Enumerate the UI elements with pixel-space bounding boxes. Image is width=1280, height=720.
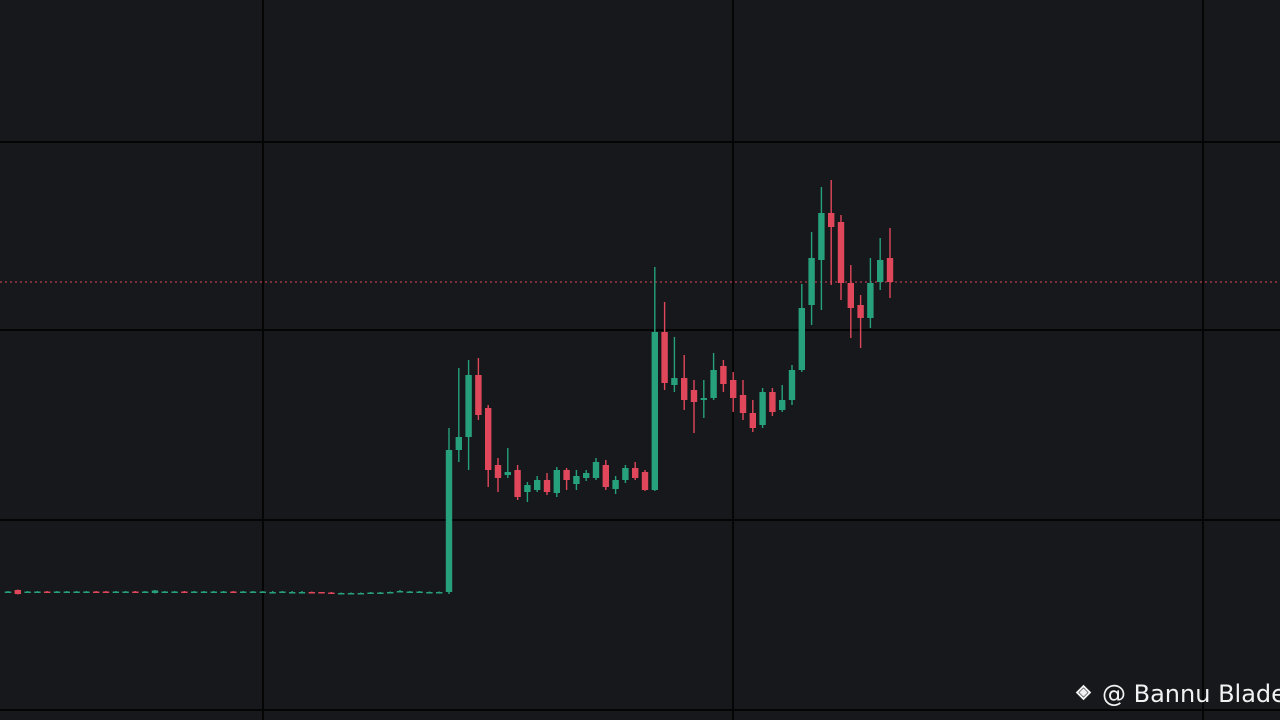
candle-body: [426, 592, 433, 594]
candle-body: [44, 591, 51, 593]
candle-body: [661, 332, 668, 383]
candle-body: [387, 592, 394, 594]
candle-body: [83, 591, 90, 593]
candle-body: [837, 222, 845, 283]
candle-body: [210, 591, 217, 593]
candle-body: [396, 591, 404, 593]
candle-body: [181, 591, 188, 593]
candle-body: [749, 413, 756, 428]
candle-body: [671, 378, 678, 385]
candle-body: [455, 437, 462, 450]
candle-body: [681, 378, 688, 400]
candle-body: [700, 398, 707, 400]
candle-body: [543, 480, 551, 492]
candle-body: [338, 593, 345, 595]
candle-body: [779, 400, 786, 410]
candle-body: [641, 472, 649, 490]
candle-body: [269, 592, 276, 594]
candle-body: [798, 308, 805, 370]
candle-body: [63, 591, 70, 593]
candle-body: [632, 468, 639, 478]
candle-body: [122, 591, 129, 593]
candle-body: [828, 213, 835, 227]
candle-body: [465, 375, 472, 437]
watermark: @ Bannu Blade: [1102, 680, 1280, 708]
candle-body: [249, 591, 257, 593]
candle-body: [720, 366, 727, 384]
watermark-logo: [1075, 684, 1092, 701]
candle-body: [191, 591, 198, 593]
candle-body: [524, 485, 531, 492]
candle-body: [445, 450, 453, 592]
candle-body: [142, 591, 149, 593]
candle-body: [102, 591, 110, 593]
candle-body: [347, 593, 355, 595]
candle-body: [651, 332, 658, 490]
candle-body: [818, 213, 825, 260]
candle-body: [622, 468, 629, 480]
candle-body: [377, 592, 384, 594]
candle-body: [436, 592, 443, 594]
candle-body: [877, 260, 884, 282]
candle-body: [308, 592, 315, 594]
candle-body: [220, 591, 227, 593]
candle-body: [808, 258, 815, 305]
candle-body: [200, 591, 208, 593]
candle-body: [171, 591, 178, 593]
candle-body: [867, 283, 874, 318]
candle-body: [769, 392, 776, 412]
candle-body: [151, 590, 159, 593]
candle-body: [112, 591, 119, 593]
candle-body: [14, 590, 21, 594]
candle-body: [289, 592, 296, 594]
candle-body: [230, 591, 237, 593]
candle-body: [563, 470, 570, 480]
candle-body: [759, 392, 766, 425]
candle-body: [592, 462, 600, 478]
candle-body: [573, 476, 580, 484]
candle-body: [416, 591, 423, 593]
candle-body: [53, 591, 61, 593]
candle-body: [583, 473, 590, 478]
candle-body: [730, 380, 737, 398]
candle-body: [504, 472, 511, 475]
candle-body: [34, 591, 41, 593]
candle-body: [847, 283, 854, 308]
candle-body: [475, 375, 482, 415]
candle-body: [73, 591, 80, 593]
candle-body: [514, 470, 521, 497]
candle-body: [357, 593, 364, 595]
candle-body: [788, 370, 796, 400]
candle-body: [406, 591, 413, 593]
candle-body: [553, 470, 560, 493]
candle-body: [485, 408, 492, 470]
candle-body: [534, 480, 541, 490]
candle-body: [4, 591, 12, 593]
candle-body: [494, 465, 502, 478]
candle-body: [602, 465, 609, 487]
candle-body: [259, 591, 266, 593]
candle-body: [318, 592, 325, 594]
candle-body: [612, 480, 619, 489]
candle-body: [857, 305, 864, 318]
candles: [0, 180, 1280, 595]
candle-body: [93, 591, 100, 593]
candle-body: [690, 390, 698, 402]
candle-body: [24, 591, 31, 593]
candle-body: [739, 395, 747, 413]
candle-body: [886, 258, 894, 282]
candle-body: [328, 592, 335, 594]
candle-body: [161, 591, 168, 593]
candle-body: [710, 370, 717, 398]
candle-body: [298, 592, 306, 594]
candle-body: [279, 591, 286, 593]
candle-body: [367, 592, 374, 594]
candle-body: [240, 591, 247, 593]
candle-body: [132, 591, 139, 593]
